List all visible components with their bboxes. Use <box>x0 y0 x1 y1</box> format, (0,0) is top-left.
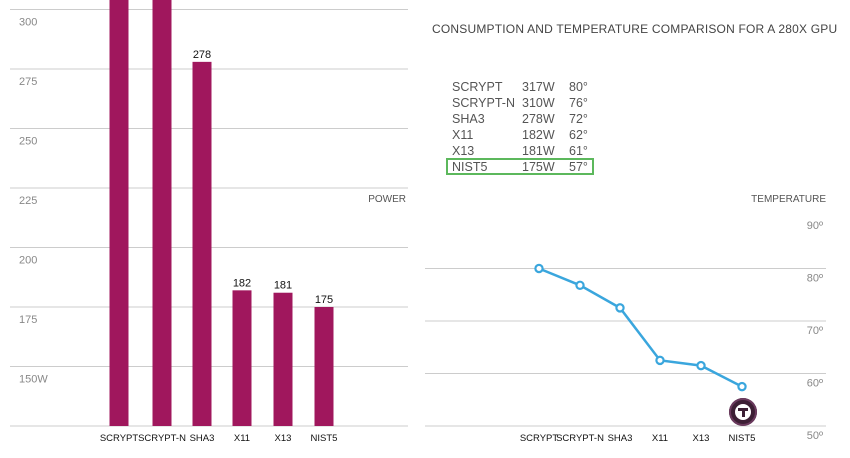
line-ytick-label: 60º <box>807 378 823 390</box>
bar-data-label: 182 <box>233 277 251 289</box>
summary-power: 278W <box>522 112 555 126</box>
bar-xtick-label: X13 <box>275 433 292 444</box>
bar-data-label: 278 <box>193 49 211 61</box>
line-ytick-label: 90º <box>807 220 823 232</box>
bar-xtick-label: SCRYPT-N <box>138 433 186 444</box>
temperature-line-chart: 50º 60º 70º 80º 90º TEMPERATURE SCRYPTSCRYPT-N… <box>425 194 826 444</box>
summary-algo: NIST5 <box>452 160 488 174</box>
summary-power: 175W <box>522 160 555 174</box>
summary-algo: SHA3 <box>452 112 485 126</box>
summary-power: 317W <box>522 80 555 94</box>
summary-power: 181W <box>522 144 555 158</box>
bar-data-label: 175 <box>315 294 333 306</box>
line-xtick-label: SCRYPT-N <box>556 433 604 444</box>
summary-temp: 61° <box>569 144 588 158</box>
power-bar-chart: 150W175200225250275300POWER317SCRYPT310S… <box>10 0 408 444</box>
line-point <box>534 263 544 274</box>
summary-algo: SCRYPT-N <box>452 96 515 110</box>
bar <box>232 290 252 426</box>
bar <box>273 292 293 426</box>
summary-algo: X11 <box>452 128 474 142</box>
line-ytick-label: 80º <box>807 273 823 285</box>
bar-ylabel: POWER <box>368 194 406 205</box>
summary-temp: 62° <box>569 128 588 142</box>
bar-ytick-label: 275 <box>19 76 37 88</box>
bar-ytick-label: 300 <box>19 17 37 29</box>
summary-temp: 57° <box>569 160 588 174</box>
line-ylabel: TEMPERATURE <box>751 194 826 205</box>
line-ytick-label: 70º <box>807 325 823 337</box>
brand-logo-icon <box>729 398 757 426</box>
bar <box>152 0 172 426</box>
line-point <box>737 381 747 392</box>
summary-temp: 80° <box>569 80 588 94</box>
summary-algo: SCRYPT <box>452 80 503 94</box>
bar-xtick-label: SHA3 <box>190 433 215 444</box>
bar-ytick-label: 225 <box>19 195 37 207</box>
summary-temp: 72° <box>569 112 588 126</box>
summary-power: 310W <box>522 96 555 110</box>
bar-xtick-label: X11 <box>234 433 250 444</box>
temperature-series-line <box>538 267 743 388</box>
line-point <box>696 360 706 371</box>
line-ytick-label: 50º <box>807 430 823 442</box>
bar-xtick-label: SCRYPT <box>100 433 139 444</box>
bar <box>109 0 129 426</box>
bar <box>314 307 334 426</box>
summary-temp: 76° <box>569 96 588 110</box>
line-xtick-label: X11 <box>652 433 668 444</box>
line-xtick-label: SCRYPT <box>520 433 559 444</box>
line-point <box>615 303 625 313</box>
line-xtick-label: NIST5 <box>729 433 756 444</box>
line-point <box>575 280 585 290</box>
bar-ytick-label: 150W <box>19 374 48 386</box>
bar <box>192 61 212 427</box>
summary-algo: X13 <box>452 144 475 158</box>
bar-data-label: 181 <box>274 280 292 292</box>
line-xtick-label: SHA3 <box>608 433 633 444</box>
summary-power: 182W <box>522 128 555 142</box>
bar-ytick-label: 200 <box>19 255 37 267</box>
chart-title: CONSUMPTION AND TEMPERATURE COMPARISON F… <box>432 22 838 36</box>
bar-ytick-label: 250 <box>19 136 37 148</box>
line-xtick-label: X13 <box>693 433 710 444</box>
line-point <box>655 355 665 366</box>
bar-xtick-label: NIST5 <box>311 433 338 444</box>
bar-ytick-label: 175 <box>19 314 37 326</box>
